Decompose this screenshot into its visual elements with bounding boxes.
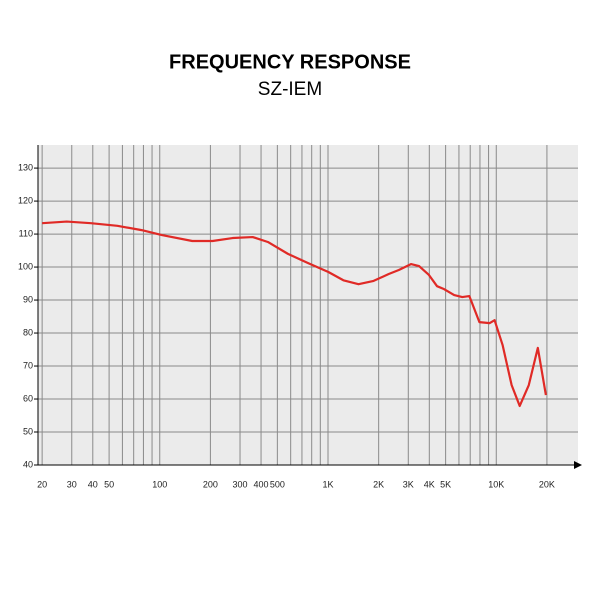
- x-tick-label: 50: [104, 479, 114, 489]
- y-tick-label: 130: [18, 162, 33, 172]
- y-tick-label: 40: [23, 459, 33, 469]
- y-tick-label: 60: [23, 393, 33, 403]
- x-tick-label: 1K: [323, 479, 334, 489]
- x-tick-label: 5K: [440, 479, 451, 489]
- line: [42, 220, 547, 408]
- plot-background: [38, 145, 578, 465]
- x-tick-label: 40: [88, 479, 98, 489]
- y-tick-label: 90: [23, 294, 33, 304]
- x-tick-label: 20: [37, 479, 47, 489]
- x-tick-label: 400: [254, 479, 269, 489]
- y-tick-label: 80: [23, 327, 33, 337]
- x-axis-arrow: [574, 461, 582, 469]
- y-tick-label: 70: [23, 360, 33, 370]
- x-tick-label: 20K: [539, 479, 555, 489]
- y-tick-label: 50: [23, 426, 33, 436]
- x-tick-label: 30: [67, 479, 77, 489]
- x-tick-label: 3K: [403, 479, 414, 489]
- x-tick-label: 200: [203, 479, 218, 489]
- x-tick-label: 300: [233, 479, 248, 489]
- y-tick-label: 100: [18, 261, 33, 271]
- grid: [38, 145, 578, 466]
- x-tick-label: 2K: [373, 479, 384, 489]
- y-tick-label: 120: [18, 195, 33, 205]
- chart-title: FREQUENCY RESPONSE: [169, 51, 411, 73]
- x-tick-label: 500: [270, 479, 285, 489]
- x-tick-label: 10K: [488, 479, 504, 489]
- x-tick-label: 4K: [424, 479, 435, 489]
- x-tick-label: 100: [152, 479, 167, 489]
- y-tick-label: 110: [19, 228, 33, 238]
- chart-subtitle: SZ-IEM: [258, 79, 322, 100]
